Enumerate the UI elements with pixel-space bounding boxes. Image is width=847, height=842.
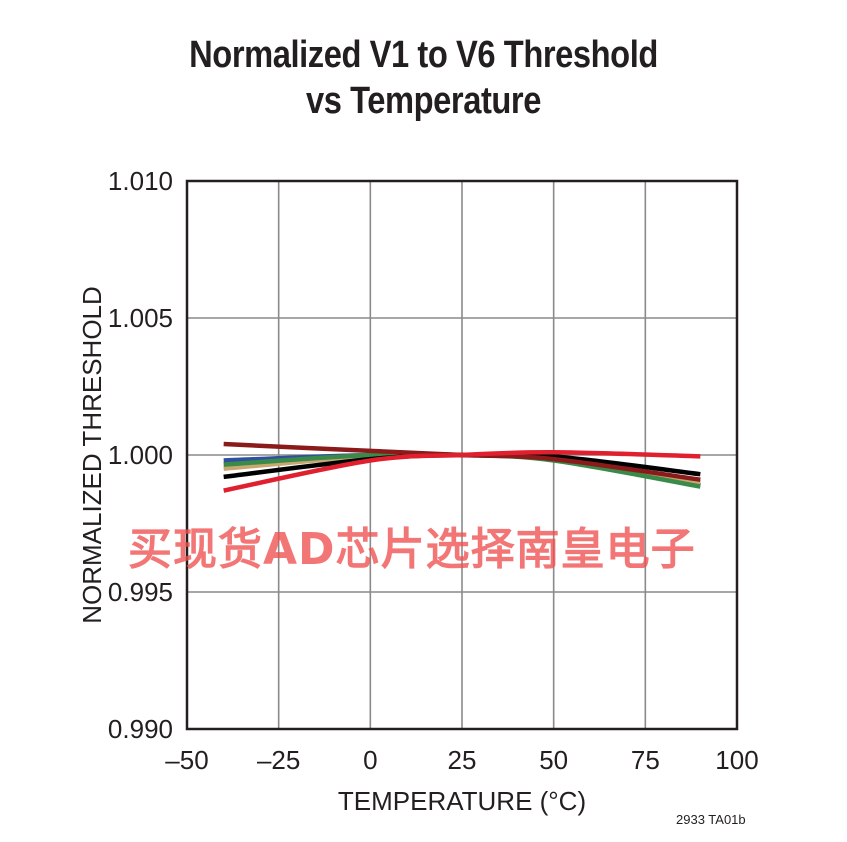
plot-frame (185, 179, 739, 731)
y-tick-labels: 0.990 0.995 1.000 1.005 1.010 (108, 166, 173, 744)
y-tick-label: 0.990 (108, 714, 173, 744)
x-tick-label: 75 (631, 745, 660, 775)
chart-title: Normalized V1 to V6 Threshold (189, 34, 658, 76)
x-tick-label: –25 (257, 745, 300, 775)
x-tick-label: 100 (715, 745, 758, 775)
x-tick-label: 50 (539, 745, 568, 775)
y-tick-label: 1.000 (108, 440, 173, 470)
figure-code: 2933 TA01b (676, 812, 746, 827)
y-tick-label: 1.005 (108, 303, 173, 333)
x-tick-label: 0 (363, 745, 377, 775)
watermark-text: 买现货AD芯片选择南皇电子 (128, 524, 696, 575)
y-tick-label: 1.010 (108, 166, 173, 196)
x-tick-label: –50 (165, 745, 208, 775)
x-tick-labels: –50 –25 0 25 50 75 100 (165, 745, 758, 775)
x-axis-label: TEMPERATURE (°C) (338, 786, 586, 816)
chart-subtitle: vs Temperature (306, 80, 541, 122)
y-axis-label: NORMALIZED THRESHOLD (77, 286, 107, 624)
series-group (223, 441, 701, 493)
y-tick-label: 0.995 (108, 577, 173, 607)
x-tick-label: 25 (448, 745, 477, 775)
series-line (223, 449, 701, 493)
